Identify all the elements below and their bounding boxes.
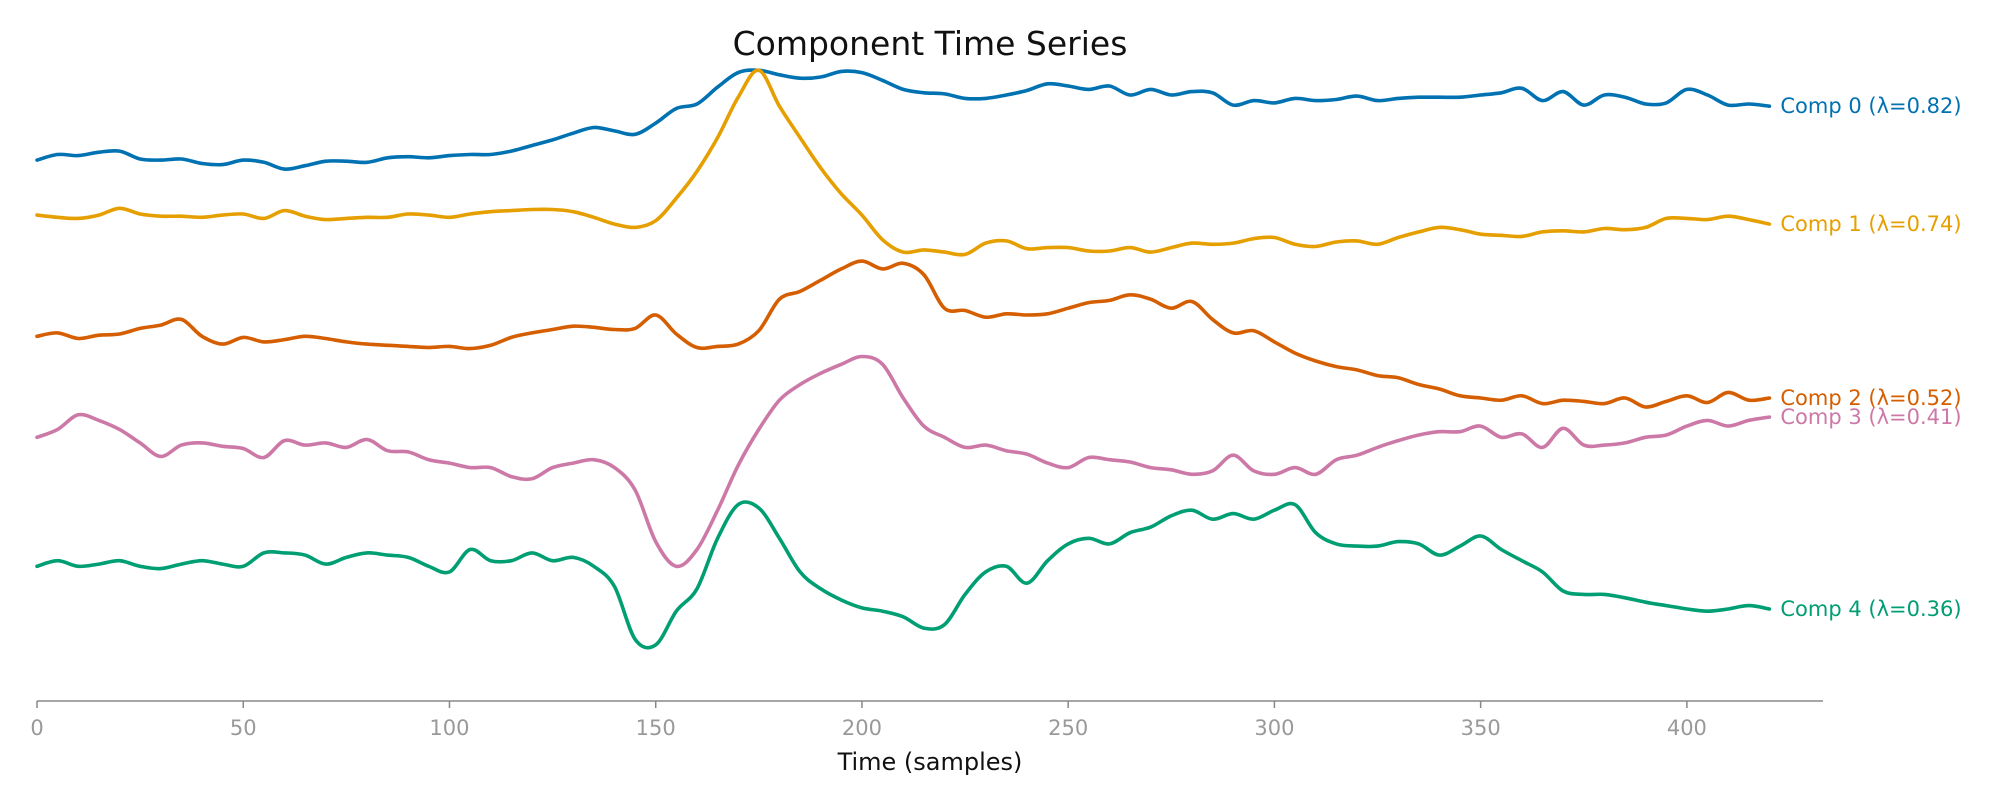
series-line-comp-4 [35, 500, 1772, 650]
x-ticks: 0 50 100 150 200 250 300 350 400 [30, 701, 1707, 740]
series-label-comp-2: Comp 2 (λ=0.52) [1780, 386, 1961, 410]
x-tick-label-0: 0 [30, 716, 43, 740]
x-tick-label-200: 200 [842, 716, 882, 740]
series-label-comp-1: Comp 1 (λ=0.74) [1780, 212, 1961, 236]
series-line-comp-3 [35, 354, 1772, 569]
x-tick-label-300: 300 [1254, 716, 1294, 740]
series-line-comp-1 [35, 68, 1772, 257]
x-tick-label-400: 400 [1667, 716, 1707, 740]
series-line-comp-0 [35, 68, 1772, 171]
x-tick-label-50: 50 [230, 716, 257, 740]
series-label-comp-4: Comp 4 (λ=0.36) [1780, 597, 1961, 621]
x-axis: 0 50 100 150 200 250 300 350 400 [30, 700, 1823, 740]
series-line-comp-2 [35, 259, 1772, 409]
x-tick-label-100: 100 [429, 716, 469, 740]
x-axis-label: Time (samples) [837, 748, 1023, 776]
series-label-comp-0: Comp 0 (λ=0.82) [1780, 94, 1961, 118]
series-labels: Comp 0 (λ=0.82) Comp 1 (λ=0.74) Comp 2 (λ=… [1780, 94, 1961, 621]
x-tick-label-250: 250 [1048, 716, 1088, 740]
series-layer [35, 68, 1772, 650]
series-label-comp-3: Comp 3 (λ=0.41) [1780, 405, 1961, 429]
chart-title: Component Time Series [733, 24, 1128, 63]
x-tick-label-350: 350 [1461, 716, 1501, 740]
x-tick-label-150: 150 [636, 716, 676, 740]
